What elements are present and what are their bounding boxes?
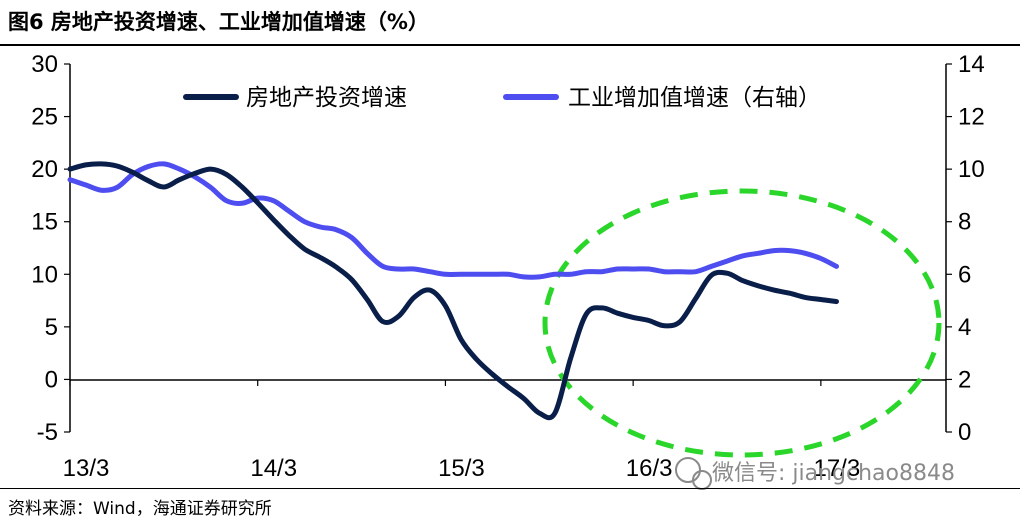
right-tick-label: 6 — [958, 261, 971, 288]
figure-title: 图6 房地产投资增速、工业增加值增速（%） — [8, 10, 429, 34]
right-tick-label: 10 — [958, 156, 985, 183]
right-tick-label: 12 — [958, 104, 985, 131]
right-tick-label: 2 — [958, 366, 971, 393]
annotation-group — [542, 188, 942, 458]
right-tick-label: 0 — [958, 419, 971, 446]
left-tick-label: 10 — [31, 261, 58, 288]
right-tick-label: 8 — [958, 209, 971, 236]
series-line-industrial — [67, 161, 839, 280]
watermark-text: 微信号: jiangchao8848 — [712, 461, 955, 486]
watermark-group: 微信号: jiangchao8848 — [675, 457, 955, 490]
source-rule — [0, 488, 1020, 489]
axes-group: -5 0 5 10 15 20 25 30 0 2 4 6 8 10 12 14 13/3 14/3 15/3 16/… — [31, 51, 984, 482]
wechat-icon-bubble — [692, 470, 712, 490]
left-tick-label: 25 — [31, 104, 58, 131]
series-group — [67, 161, 839, 421]
right-tick-label: 14 — [958, 51, 985, 78]
left-tick-label: -5 — [37, 419, 58, 446]
left-tick-label: 30 — [31, 51, 58, 78]
left-tick-label: 15 — [31, 209, 58, 236]
dashed-ellipse-annotation — [542, 188, 942, 458]
left-tick-label: 0 — [45, 366, 58, 393]
x-tick-label: 16/3 — [626, 455, 673, 482]
title-rule — [0, 44, 1020, 46]
left-tick-label: 5 — [45, 314, 58, 341]
wechat-icon — [675, 457, 701, 483]
x-tick-label: 15/3 — [438, 455, 485, 482]
x-tick-label: 17/3 — [813, 455, 860, 482]
x-tick-label: 13/3 — [63, 455, 110, 482]
legend-group: 房地产投资增速 工业增加值增速（右轴） — [183, 85, 821, 111]
left-tick-label: 20 — [31, 156, 58, 183]
x-tick-label: 14/3 — [250, 455, 297, 482]
legend-label: 房地产投资增速 — [246, 85, 407, 111]
series-line-real-estate — [67, 161, 839, 421]
source-note: 资料来源：Wind，海通证券研究所 — [8, 499, 272, 519]
legend-label: 工业增加值增速（右轴） — [568, 85, 821, 111]
right-tick-label: 4 — [958, 314, 971, 341]
